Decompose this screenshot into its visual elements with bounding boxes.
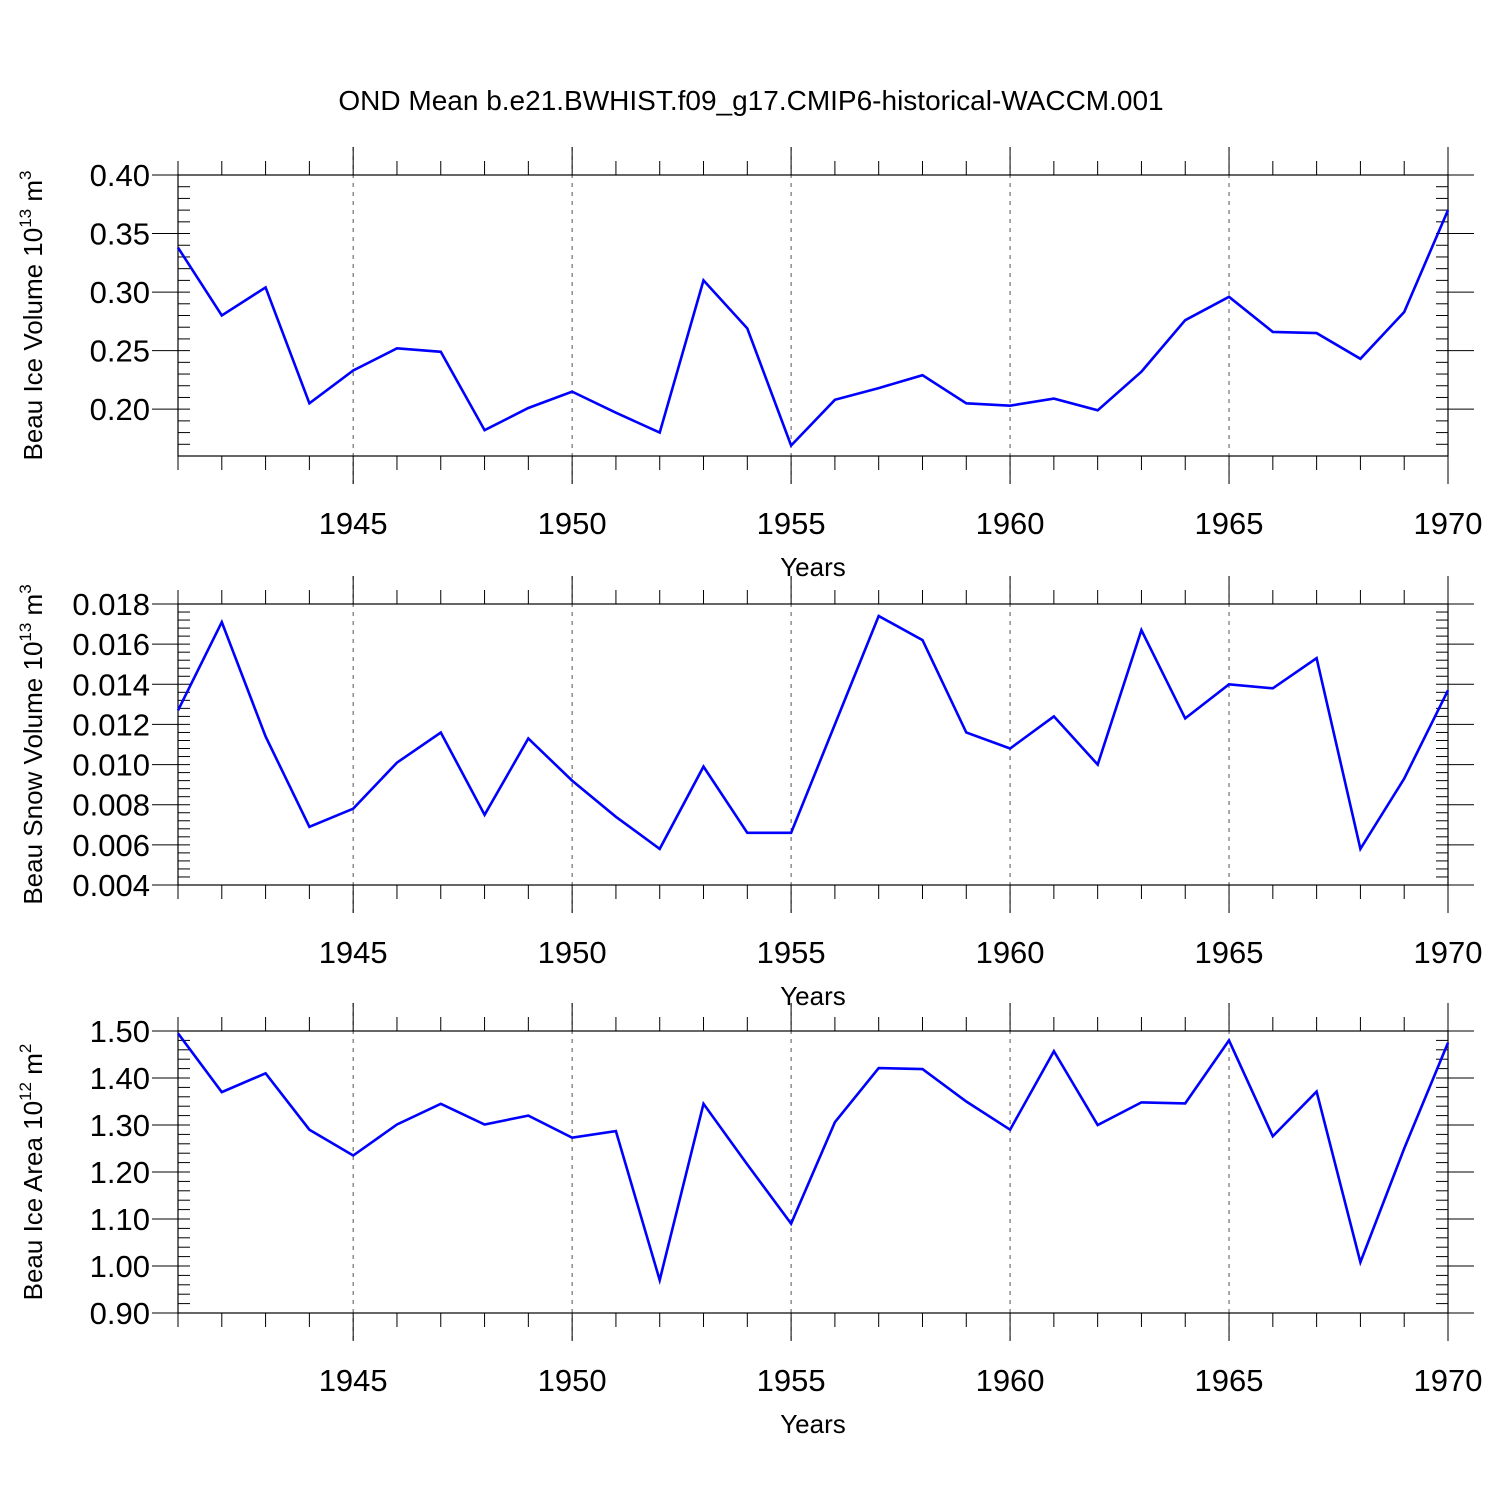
x-tick-label: 1960 [976, 1363, 1045, 1398]
series-line [176, 614, 1450, 853]
y-tick-label: 0.20 [90, 392, 150, 427]
y-tick-label: 1.30 [90, 1108, 150, 1143]
x-tick-label: 1950 [538, 935, 607, 970]
y-tick-label: 0.016 [72, 627, 150, 662]
plot-frame [177, 603, 1449, 886]
x-tick-label: 1970 [1414, 1363, 1483, 1398]
x-tick-label: 1965 [1195, 506, 1264, 541]
x-tick-label: 1955 [757, 935, 826, 970]
y-tick-label: 1.40 [90, 1061, 150, 1096]
y-tick-label: 0.014 [72, 667, 150, 702]
x-tick-label: 1945 [319, 506, 388, 541]
x-tick-label: 1965 [1195, 935, 1264, 970]
y-tick-label: 1.00 [90, 1249, 150, 1284]
x-tick-label: 1955 [757, 1363, 826, 1398]
series-line [176, 1032, 1450, 1286]
x-axis-label: Years [780, 552, 846, 582]
y-tick-label: 1.50 [90, 1014, 150, 1049]
y-tick-label: 0.008 [72, 788, 150, 823]
y-tick-label: 0.30 [90, 275, 150, 310]
x-tick-label: 1960 [976, 935, 1045, 970]
x-tick-label: 1950 [538, 1363, 607, 1398]
y-axis-label: Beau Ice Area 1012 m2 [16, 1044, 48, 1301]
y-tick-label: 0.010 [72, 748, 150, 783]
chart-panel-2: 0.004 0.006 0.008 0.010 0.012 0.014 0.016 0.018… [16, 576, 1482, 1011]
y-tick-label: 0.004 [72, 868, 150, 903]
x-tick-label: 1955 [757, 506, 826, 541]
y-axis-label: Beau Ice Volume 1013 m3 [16, 171, 48, 461]
y-tick-label: 0.012 [72, 707, 150, 742]
figure-title: OND Mean b.e21.BWHIST.f09_g17.CMIP6-hist… [338, 85, 1163, 116]
y-axis-label: Beau Snow Volume 1013 m3 [16, 584, 48, 904]
y-tick-label: 0.006 [72, 828, 150, 863]
y-tick-label: 0.40 [90, 158, 150, 193]
chart-panel-1: 0.20 0.25 0.30 0.35 0.40 1945 1950 1955 1960 1965… [16, 147, 1482, 582]
x-axis-label: Years [780, 981, 846, 1011]
y-tick-label: 0.018 [72, 587, 150, 622]
y-tick-label: 1.20 [90, 1155, 150, 1190]
x-tick-label: 1970 [1414, 935, 1483, 970]
y-tick-label: 0.35 [90, 217, 150, 252]
plot-frame [177, 174, 1449, 457]
x-tick-label: 1960 [976, 506, 1045, 541]
x-tick-label: 1945 [319, 935, 388, 970]
series-line [176, 209, 1450, 448]
x-tick-label: 1945 [319, 1363, 388, 1398]
y-tick-label: 1.10 [90, 1202, 150, 1237]
chart-panel-3: 0.90 1.00 1.10 1.20 1.30 1.40 1.50 1945 1950 1955… [16, 1003, 1482, 1439]
y-tick-label: 0.25 [90, 334, 150, 369]
x-axis-label: Years [780, 1409, 846, 1439]
x-tick-label: 1950 [538, 506, 607, 541]
chart-panels: 0.20 0.25 0.30 0.35 0.40 1945 1950 1955 1960 1965… [16, 147, 1482, 1439]
x-tick-label: 1965 [1195, 1363, 1264, 1398]
y-tick-label: 0.90 [90, 1296, 150, 1331]
x-tick-label: 1970 [1414, 506, 1483, 541]
